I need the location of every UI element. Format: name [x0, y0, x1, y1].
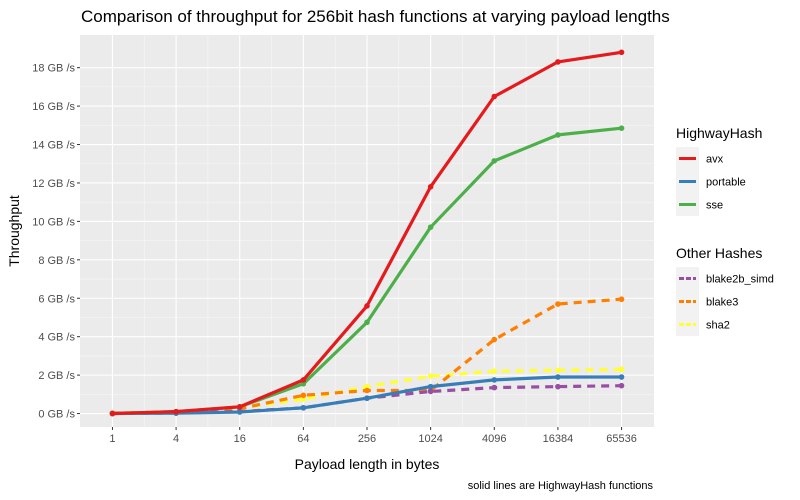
- x-tick-label: 1: [109, 433, 115, 445]
- data-point-blake3: [618, 296, 625, 303]
- data-point-sse: [555, 132, 561, 138]
- y-tick-label: 8 GB /s: [38, 255, 75, 267]
- y-tick-label: 10 GB /s: [32, 216, 75, 228]
- data-point-avx: [300, 377, 307, 383]
- x-tick-label: 256: [358, 433, 376, 445]
- series-portable: [109, 374, 625, 417]
- legend-label-blake2b_simd: blake2b_simd: [706, 274, 774, 286]
- data-point-avx: [427, 184, 434, 190]
- data-point-portable: [236, 409, 243, 415]
- legend-label-sse: sse: [706, 200, 723, 212]
- data-point-sha2: [300, 396, 307, 402]
- x-tick-label: 64: [297, 433, 309, 445]
- legend-label-portable: portable: [706, 177, 746, 189]
- data-point-sse: [618, 125, 625, 131]
- data-point-sse: [427, 224, 434, 230]
- x-axis: 1 4 16 64 256 1024 4096 16384 65536: [109, 427, 637, 445]
- y-axis: 0 GB /s 2 GB /s 4 GB /s 6 GB /s 8 GB /s 10 GB…: [32, 63, 80, 421]
- x-tick-label: 16384: [543, 433, 574, 445]
- data-point-sse: [300, 380, 307, 387]
- y-tick-label: 0 GB /s: [38, 409, 75, 421]
- data-point-sse: [491, 158, 498, 164]
- chart-caption: solid lines are HighwayHash functions: [468, 480, 654, 492]
- data-point-portable: [427, 383, 434, 390]
- data-point-blake3: [491, 336, 498, 343]
- data-point-sha2: [555, 367, 561, 374]
- data-point-blake3: [300, 392, 307, 399]
- y-tick-label: 2 GB /s: [38, 370, 75, 382]
- legend-label-sha2: sha2: [706, 320, 730, 332]
- chart-title: Comparison of throughput for 256bit hash…: [81, 7, 670, 26]
- data-point-avx: [173, 408, 179, 415]
- data-point-avx: [364, 303, 370, 309]
- data-point-avx: [555, 59, 561, 65]
- legend-title: Other Hashes: [676, 245, 762, 261]
- data-point-sha2: [618, 366, 625, 373]
- x-tick-label: 16: [234, 433, 246, 445]
- x-tick-label: 4096: [482, 433, 506, 445]
- legend-title: HighwayHash: [676, 125, 762, 141]
- x-axis-title: Payload length in bytes: [295, 456, 440, 472]
- data-point-blake2b_simd: [618, 382, 625, 389]
- y-tick-label: 14 GB /s: [32, 140, 75, 152]
- series-avx: [109, 49, 625, 417]
- y-tick-label: 6 GB /s: [38, 293, 75, 305]
- x-tick-label: 1024: [418, 433, 442, 445]
- data-point-portable: [364, 395, 370, 401]
- y-tick-label: 18 GB /s: [32, 63, 75, 75]
- x-tick-label: 65536: [606, 433, 637, 445]
- data-point-avx: [618, 49, 625, 56]
- legend: HighwayHash avx portable sse Other Hashes bla…: [676, 125, 774, 336]
- data-point-blake2b_simd: [491, 384, 498, 391]
- series-layer: [109, 49, 625, 417]
- y-tick-label: 12 GB /s: [32, 178, 75, 190]
- data-point-avx: [236, 404, 243, 410]
- x-tick-label: 4: [173, 433, 179, 445]
- y-axis-title: Throughput: [6, 195, 22, 267]
- data-point-portable: [555, 374, 561, 380]
- legend-label-blake3: blake3: [706, 297, 738, 309]
- data-point-avx: [109, 410, 116, 417]
- data-point-blake3: [364, 387, 370, 394]
- data-point-blake2b_simd: [555, 383, 561, 390]
- data-point-avx: [491, 93, 498, 100]
- y-tick-label: 4 GB /s: [38, 332, 75, 344]
- data-point-portable: [618, 374, 625, 380]
- y-tick-label: 16 GB /s: [32, 101, 75, 113]
- data-point-sha2: [364, 383, 370, 390]
- legend-label-avx: avx: [706, 154, 724, 166]
- data-point-sha2: [427, 373, 434, 379]
- data-point-portable: [491, 377, 498, 383]
- data-point-blake2b_simd: [427, 388, 434, 395]
- data-point-blake3: [555, 301, 561, 307]
- data-point-sse: [364, 319, 370, 326]
- data-point-portable: [300, 404, 307, 411]
- data-point-sha2: [491, 368, 498, 375]
